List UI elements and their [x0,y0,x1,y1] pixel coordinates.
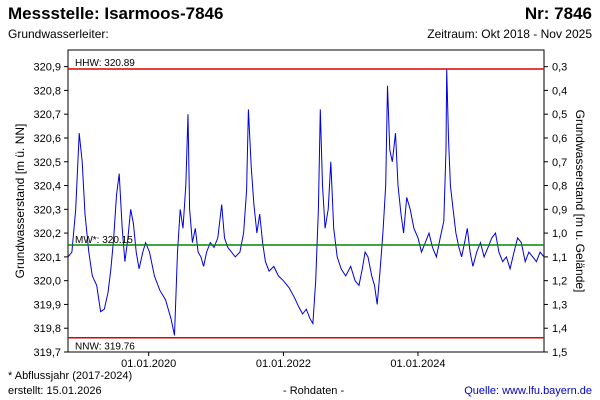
station-title: Messstelle: Isarmoos-7846 [8,4,224,23]
y-tick-label: 320,2 [33,228,61,240]
plot-layer [67,68,545,339]
y-right-tick-label: 0,4 [552,85,567,97]
source-link[interactable]: Quelle: www.lfu.bayern.de [464,385,592,397]
y-right-tick-label: 0,6 [552,133,567,145]
x-tick-label: 01.01.2020 [121,358,176,370]
y-right-tick-label: 0,7 [552,157,567,169]
water-level-line [67,68,545,336]
y-right-tick-label: 0,8 [552,181,567,193]
y-right-tick-label: 1,5 [552,347,567,359]
y-tick-label: 320,7 [33,109,61,121]
y-tick-label: 320,1 [33,252,61,264]
y-tick-label: 320,3 [33,204,61,216]
y-tick-label: 320,8 [33,85,61,97]
created-date: erstellt: 15.01.2026 [8,385,102,397]
y-right-tick-label: 0,5 [552,109,567,121]
y-tick-label: 319,8 [33,323,61,335]
axes-layer [64,49,548,356]
reference-line-label: NNW: 319.76 [75,342,135,353]
footnote: * Abflussjahr (2017-2024) [8,370,133,382]
reference-line-label: MW*: 320.15 [75,235,133,246]
y-right-tick-label: 1,2 [552,276,567,288]
y-right-tick-label: 0,3 [552,62,567,74]
aquifer-label: Grundwasserleiter: [8,27,109,41]
y-right-tick-label: 1,0 [552,228,567,240]
raw-data-note: - Rohdaten - [283,385,345,397]
reference-line-label: HHW: 320.89 [75,58,135,69]
period-label: Zeitraum: Okt 2018 - Nov 2025 [427,27,592,41]
y-right-tick-label: 0,9 [552,204,567,216]
y-tick-label: 320,6 [33,133,61,145]
y-tick-label: 320,0 [33,276,61,288]
labels-layer: 319,7 319,8 319,9 320,0 320,1 320,2 320,3 320,4… [13,58,587,370]
y-right-tick-label: 1,3 [552,299,567,311]
y-tick-label: 319,7 [33,347,61,359]
y-tick-label: 320,5 [33,157,61,169]
y-right-tick-label: 1,1 [552,252,567,264]
y-right-axis-label: Grundwasserstand [m u. Gelände] [573,110,587,293]
y-axis-label: Grundwasserstand [m ü. NN] [13,124,27,279]
y-tick-label: 320,4 [33,181,61,193]
y-right-tick-label: 1,4 [552,323,567,335]
plot-frame [67,49,545,353]
y-tick-label: 319,9 [33,299,61,311]
x-tick-label: 01.01.2024 [390,358,445,370]
station-number: Nr: 7846 [524,4,592,23]
y-tick-label: 320,9 [33,62,61,74]
x-tick-label: 01.01.2022 [256,358,311,370]
